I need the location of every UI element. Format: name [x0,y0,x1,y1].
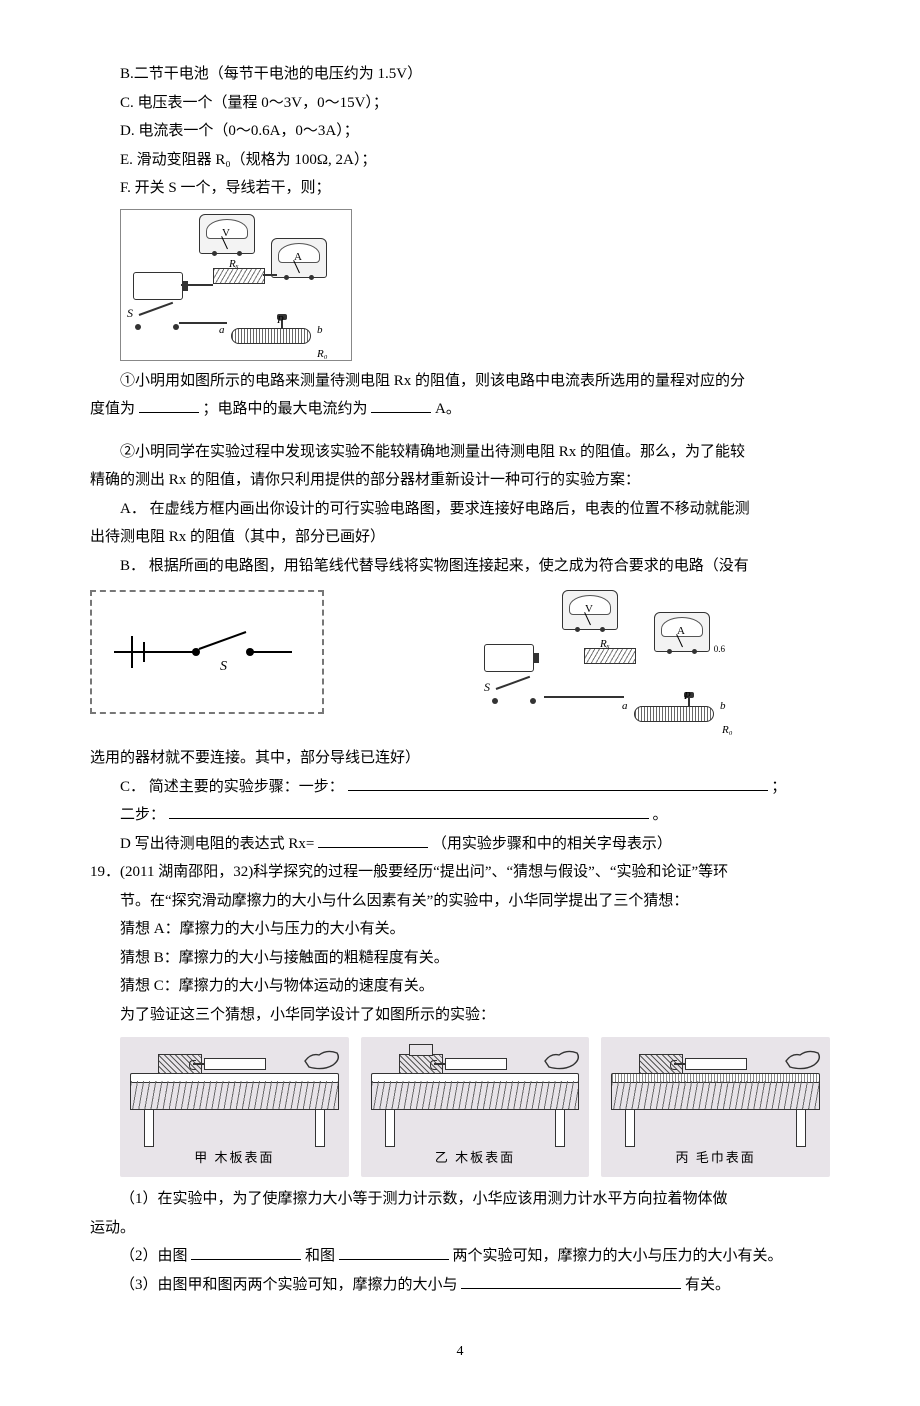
guess-intro: 为了验证这三个猜想，小华同学设计了如图所示的实验： [90,1001,830,1030]
blank-factor [461,1271,681,1289]
experiment-figure-row: 甲 木板表面 乙 木板表面 丙 毛巾表面 [120,1037,830,1177]
step-b: B． 根据所画的电路图，用铅笔线代替导线将实物图连接起来，使之成为符合要求的电路… [90,552,830,581]
blank-fig2 [339,1243,449,1261]
svg-text:S: S [220,659,227,674]
guess-c: 猜想 C：摩擦力的大小与物体运动的速度有关。 [90,972,830,1001]
expt-panel-jia: 甲 木板表面 [120,1037,349,1177]
blank-expression [318,830,428,848]
step-b-end: 选用的器材就不要连接。其中，部分导线已连好） [90,744,830,773]
q2-line1: ②小明同学在实验过程中发现该实验不能较精确地测量出待测电阻 Rx 的阻值。那么，… [90,438,830,467]
sub2: （2）由图 和图 两个实验可知，摩擦力的大小与压力的大小有关。 [90,1242,830,1271]
blank-division [139,396,199,414]
guess-b: 猜想 B：摩擦力的大小与接触面的粗糙程度有关。 [90,944,830,973]
expt-panel-bing: 丙 毛巾表面 [601,1037,830,1177]
step-c-line1: C． 简述主要的实验步骤：一步： ； [90,773,830,802]
option-b: B.二节干电池（每节干电池的电压约为 1.5V） [90,60,830,89]
option-f: F. 开关 S 一个，导线若干，则； [90,174,830,203]
option-e: E. 滑动变阻器 R₀（规格为 100Ω, 2A）； [90,146,830,175]
circuit-figure-1: V A S Rₓ a P b R₀ [120,209,830,361]
sub1-line1: （1）在实验中，为了使摩擦力大小等于测力计示数，小华应该用测力计水平方向拉着物体… [90,1185,830,1214]
blank-fig1 [191,1243,301,1261]
physical-circuit-figure: V A 0.6 Rₓ S a P b R₀ [484,590,774,740]
option-d: D. 电流表一个（0～0.6A，0～3A）； [90,117,830,146]
sub3: （3）由图甲和图丙两个实验可知，摩擦力的大小与 有关。 [90,1271,830,1300]
blank-step1 [348,773,768,791]
q1-line2: 度值为 ；电路中的最大电流约为 A。 [90,395,830,424]
option-c: C. 电压表一个（量程 0～3V，0～15V）； [90,89,830,118]
guess-a: 猜想 A：摩擦力的大小与压力的大小有关。 [90,915,830,944]
step-d: D 写出待测电阻的表达式 Rx= （用实验步骤和中的相关字母表示） [90,830,830,859]
step-c-line2: 二步： 。 [90,801,830,830]
q19-line1: 19．(2011 湖南邵阳，32)科学探究的过程一般要经历“提出问”、“猜想与假… [90,858,830,887]
expt-panel-yi: 乙 木板表面 [361,1037,590,1177]
step-a-line2: 出待测电阻 Rx 的阻值（其中，部分已画好） [90,523,830,552]
blank-max-current [371,396,431,414]
q19-line2: 节。在“探究滑动摩擦力的大小与什么因素有关”的实验中，小华同学提出了三个猜想： [90,887,830,916]
blank-step2 [169,802,649,820]
dashed-circuit-box: S [90,590,324,714]
sub1-line2: 运动。 [90,1214,830,1243]
page-number: 4 [90,1339,830,1366]
step-a-line1: A． 在虚线方框内画出你设计的可行实验电路图，要求连接好电路后，电表的位置不移动… [90,495,830,524]
q2-line2: 精确的测出 Rx 的阻值，请你只利用提供的部分器材重新设计一种可行的实验方案： [90,466,830,495]
q1-line1: ①小明用如图所示的电路来测量待测电阻 Rx 的阻值，则该电路中电流表所选用的量程… [90,367,830,396]
